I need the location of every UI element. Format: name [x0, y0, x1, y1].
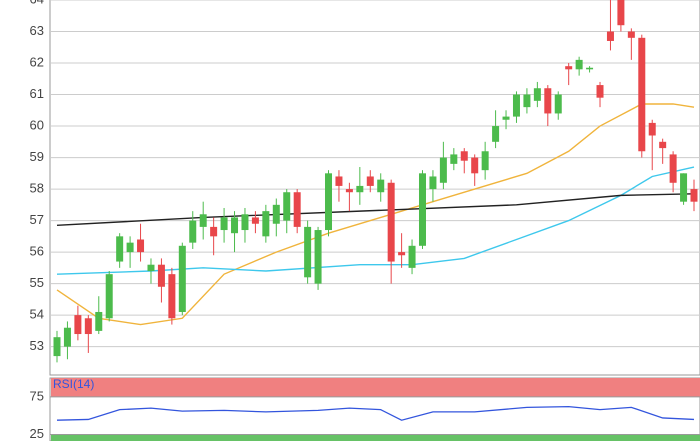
- candle-body: [377, 179, 385, 193]
- candle-body: [481, 151, 489, 171]
- candle-body: [262, 211, 270, 237]
- rsi-line: [56, 405, 695, 421]
- candle-body: [325, 173, 333, 231]
- candle-body: [690, 189, 698, 202]
- rsi-label: RSI(14): [53, 377, 94, 391]
- candle-body: [147, 264, 155, 272]
- candle-body: [84, 318, 92, 335]
- candle-body: [523, 94, 531, 108]
- candle-body: [398, 252, 406, 256]
- candle-body: [231, 217, 239, 234]
- y-tick-label: 63: [30, 23, 44, 38]
- candle-body: [596, 85, 604, 98]
- candle-body: [95, 311, 103, 331]
- candle-body: [126, 242, 134, 253]
- candle-body: [627, 31, 635, 38]
- candle-body: [283, 192, 291, 221]
- candle-body: [74, 315, 82, 335]
- y-tick-label: 62: [30, 54, 44, 69]
- candle-body: [659, 141, 667, 149]
- candle-body: [304, 226, 312, 278]
- y-tick-label: 60: [30, 117, 44, 132]
- candle-body: [314, 230, 322, 284]
- y-tick-label: 59: [30, 149, 44, 164]
- y-tick-label: 53: [30, 338, 44, 353]
- candle-body: [492, 126, 500, 142]
- candle-body: [450, 154, 458, 164]
- moving-average: [56, 193, 695, 227]
- candle-body: [356, 185, 364, 193]
- y-tick-label: 54: [30, 307, 44, 322]
- y-tick-label: 25: [30, 426, 44, 441]
- y-tick-label: 61: [30, 86, 44, 101]
- candle-body: [168, 274, 176, 319]
- candle-body: [680, 173, 688, 202]
- candle-body: [272, 204, 280, 224]
- candle-body: [293, 192, 301, 227]
- moving-average: [56, 166, 695, 275]
- candle-body: [429, 176, 437, 190]
- candle-body: [586, 67, 594, 70]
- candle-body: [105, 274, 113, 319]
- candle-body: [575, 59, 583, 70]
- y-tick-label: 55: [30, 275, 44, 290]
- candle-body: [502, 116, 510, 120]
- candle-body: [408, 245, 416, 268]
- candle-body: [512, 94, 520, 117]
- candle-body: [220, 217, 228, 231]
- candle-body: [648, 122, 656, 136]
- candle-body: [178, 245, 186, 312]
- candle-body: [189, 220, 197, 243]
- candle-body: [471, 157, 479, 174]
- moving-average: [56, 103, 695, 326]
- candle-body: [544, 88, 552, 114]
- candle-body: [335, 176, 343, 186]
- candle-body: [554, 94, 562, 114]
- candle-body: [565, 66, 573, 70]
- y-tick-label: 75: [30, 388, 44, 403]
- y-tick-label: 64: [30, 0, 44, 6]
- candle-body: [53, 337, 61, 357]
- candle-body: [210, 226, 218, 237]
- candle-body: [533, 88, 541, 101]
- candle-body: [157, 264, 165, 287]
- candle-body: [617, 0, 625, 26]
- candle-body: [439, 157, 447, 183]
- candle-body: [606, 31, 614, 41]
- candle-body: [418, 173, 426, 246]
- candle-body: [345, 189, 353, 193]
- overbought-band: [51, 378, 700, 397]
- candle-body: [137, 239, 145, 253]
- y-tick-label: 57: [30, 212, 44, 227]
- candle-body: [199, 214, 207, 227]
- plot-area: [49, 0, 700, 376]
- y-tick-label: 56: [30, 244, 44, 259]
- candle-body: [241, 214, 249, 231]
- candle-body: [460, 151, 468, 161]
- y-tick-label: 58: [30, 181, 44, 196]
- candle-body: [669, 154, 677, 183]
- candle-body: [638, 37, 646, 152]
- candle-body: [251, 217, 259, 224]
- candle-body: [116, 236, 124, 262]
- oversold-band: [51, 434, 700, 441]
- candle-body: [63, 327, 71, 347]
- candle-body: [366, 176, 374, 186]
- candle-body: [387, 182, 395, 262]
